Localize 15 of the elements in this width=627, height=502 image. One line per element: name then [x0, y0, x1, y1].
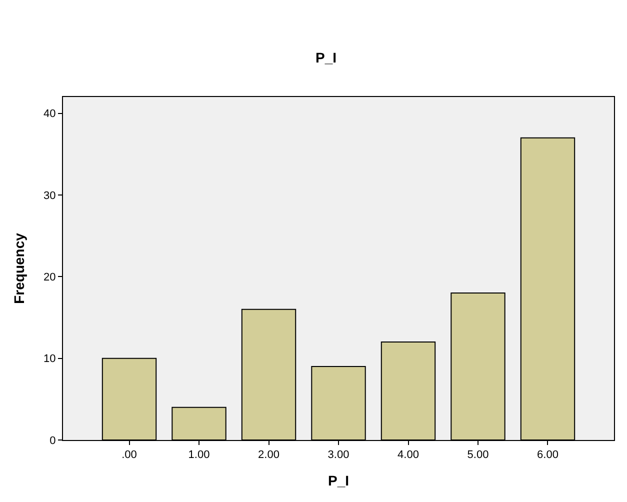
y-tick-label: 20 [44, 272, 56, 284]
y-tick-label: 30 [44, 190, 56, 202]
x-tick-label: 2.00 [258, 449, 280, 462]
x-tick-label: 6.00 [537, 449, 558, 462]
y-axis-title: Frequency [11, 232, 28, 304]
x-tick-label: 3.00 [328, 449, 350, 462]
x-tick-label: .00 [122, 449, 137, 462]
x-tick-label: 1.00 [188, 449, 210, 462]
x-axis-title: P_I [328, 472, 350, 488]
x-tick-label: 5.00 [467, 449, 489, 462]
x-tick-label: 4.00 [398, 449, 419, 462]
y-tick-label: 40 [44, 108, 56, 120]
y-tick-label: 0 [50, 434, 56, 447]
y-tick-label: 10 [44, 353, 56, 366]
chart-title: P_I [316, 50, 337, 66]
